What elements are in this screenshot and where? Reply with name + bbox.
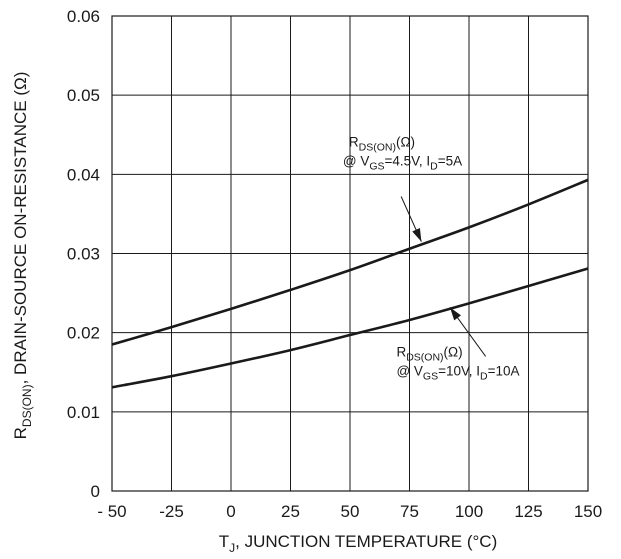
y-axis-title-subscript: DS(ON) [20, 384, 34, 427]
series-line-1 [111, 267, 589, 389]
x-tick-label: 25 [281, 502, 300, 521]
x-tick-label: 125 [514, 502, 542, 521]
y-tick-label: 0.06 [67, 7, 100, 26]
y-axis-title-main: R [11, 427, 30, 439]
x-tick-label: 150 [574, 502, 602, 521]
annotation-upper-cond-b: =4.5V, I [385, 153, 431, 168]
grid [112, 16, 588, 491]
annotation-lower-cond-sub2: D [480, 370, 488, 382]
annotation-lower-cond-c: =10A [488, 363, 520, 378]
series-line-0 [111, 178, 589, 346]
y-tick-label: 0.03 [67, 245, 100, 264]
annotation-upper-cond-sub1: GS [369, 160, 384, 172]
y-tick-label: 0.02 [67, 324, 100, 343]
annotation-upper-r-subscript: DS(ON) [359, 141, 396, 153]
annotation-lower-line2: @ VGS=10V, ID=10A [396, 363, 519, 382]
annotation-lower: RDS(ON)(Ω) @ VGS=10V, ID=10A [396, 307, 520, 382]
annotation-upper-line1: RDS(ON)(Ω) [349, 134, 415, 153]
y-axis-title-rest: , DRAIN-SOURCE ON-RESISTANCE (Ω) [11, 72, 30, 385]
x-axis-title-subscript: J [229, 541, 235, 555]
annotation-upper: RDS(ON)(Ω) @ VGS=4.5V, ID=5A [343, 134, 462, 242]
x-axis-title: TJ, JUNCTION TEMPERATURE (°C) [219, 532, 498, 555]
x-tick-labels: - 50 -25 0 25 50 75 100 125 150 [97, 502, 602, 521]
y-tick-label: 0 [91, 482, 100, 501]
annotation-lower-r: R [396, 344, 406, 359]
annotation-lower-cond-sub1: GS [423, 370, 438, 382]
annotation-upper-line2: @ VGS=4.5V, ID=5A [343, 153, 462, 172]
x-tick-label: -25 [159, 502, 184, 521]
annotation-lower-cond-b: =10V, I [438, 363, 480, 378]
annotation-lower-line1: RDS(ON)(Ω) [396, 344, 462, 363]
annotation-upper-unit: (Ω) [396, 134, 415, 149]
series-layer [111, 178, 589, 389]
y-tick-label: 0.05 [67, 86, 100, 105]
x-axis-title-main: T [219, 532, 229, 551]
y-tick-label: 0.04 [67, 165, 100, 184]
x-tick-label: 100 [455, 502, 483, 521]
x-tick-label: 0 [226, 502, 235, 521]
y-tick-label: 0.01 [67, 403, 100, 422]
annotations: RDS(ON)(Ω) @ VGS=4.5V, ID=5A RDS(ON)(Ω) … [343, 134, 520, 382]
annotation-lower-arrowhead [449, 307, 462, 321]
x-tick-label: 75 [400, 502, 419, 521]
annotation-lower-cond-a: @ V [396, 363, 422, 378]
annotation-upper-cond-c: =5A [438, 153, 462, 168]
x-tick-label: - 50 [97, 502, 126, 521]
y-tick-labels: 0 0.01 0.02 0.03 0.04 0.05 0.06 [67, 7, 100, 501]
annotation-upper-cond-a: @ V [343, 153, 369, 168]
annotation-upper-arrowhead [412, 228, 422, 242]
annotation-lower-unit: (Ω) [444, 344, 463, 359]
annotation-upper-r: R [349, 134, 359, 149]
plot-frame [111, 15, 589, 492]
annotation-lower-r-subscript: DS(ON) [406, 351, 443, 363]
x-axis-title-rest: , JUNCTION TEMPERATURE (°C) [235, 532, 497, 551]
annotation-upper-cond-sub2: D [430, 160, 438, 172]
x-tick-label: 50 [341, 502, 360, 521]
y-axis-title: RDS(ON), DRAIN-SOURCE ON-RESISTANCE (Ω) [11, 72, 34, 440]
